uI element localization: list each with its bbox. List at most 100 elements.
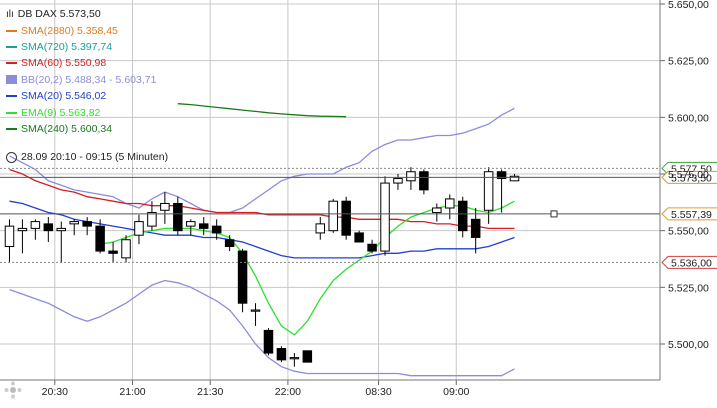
candle-body: [108, 250, 118, 254]
candle: [315, 217, 326, 240]
legend-item: SMA(20) 5.546,02: [6, 88, 156, 104]
candle-body: [445, 198, 455, 209]
legend-swatch: [6, 45, 17, 48]
legend-label: SMA(720) 5.397,74: [21, 40, 113, 53]
legend-swatch: [6, 127, 17, 130]
price-tag-label: 5.573,50: [671, 172, 712, 184]
candle-body: [43, 223, 54, 232]
candle: [17, 219, 28, 254]
legend-swatch: [6, 75, 17, 85]
x-tick-label: 09:00: [443, 386, 469, 398]
series-line: [9, 279, 515, 377]
candle-body: [276, 348, 287, 361]
candle-body: [211, 225, 222, 234]
candlesticks: [4, 167, 520, 367]
price-tag-label: 5.557,39: [671, 209, 712, 221]
legend-item: SMA(2880) 5.358,45: [6, 22, 156, 38]
candle: [95, 219, 105, 254]
candle-body: [198, 223, 209, 229]
legend-swatch: [6, 111, 17, 114]
candle: [82, 217, 92, 236]
candle-body: [509, 175, 520, 182]
candle: [445, 194, 455, 220]
x-axis: 20:30 21:00 21:30 22:00 08:30 09:00: [0, 379, 660, 398]
instrument-name: DB DAX: [17, 8, 57, 21]
price-levels: 5.577,505.573,505.557,395.536,00: [0, 161, 717, 269]
candle: [237, 248, 248, 313]
legend-item: BB(20,2) 5.488,34 - 5.603,71: [6, 72, 156, 88]
legend-label: EMA(9) 5.563,82: [21, 106, 101, 119]
legend-label: SMA(60) 5.550,98: [21, 57, 107, 70]
price-tag-box: [661, 207, 717, 221]
candle-body: [147, 212, 157, 227]
y-tick-label: 5.500,00: [668, 339, 709, 351]
candle: [276, 346, 287, 363]
candle: [211, 219, 222, 240]
candlestick-icon: ılı: [6, 8, 14, 20]
candle-body: [95, 225, 105, 252]
y-tick-label: 5.575,00: [668, 169, 709, 181]
candle-body: [289, 357, 300, 360]
x-tick-label: 22:00: [275, 386, 301, 398]
price-tag: 5.573,50: [661, 170, 717, 184]
y-tick-label: 5.550,00: [668, 226, 709, 238]
candle-body: [17, 227, 28, 232]
legend-item: SMA(240) 5.600,34: [6, 121, 156, 137]
candle-body: [315, 223, 326, 234]
time-range-label: 28.09 20:10 - 09:15 (5 Minuten): [21, 151, 169, 163]
x-tick-label: 08:30: [365, 386, 391, 398]
candle-body: [4, 225, 15, 248]
y-tick-label: 5.625,00: [668, 56, 709, 68]
candle-body: [354, 232, 364, 243]
price-tag: 5.536,00: [661, 255, 717, 269]
candle: [289, 353, 300, 367]
series-line: [9, 107, 515, 214]
last-price: 5.573,50: [59, 8, 101, 21]
candle: [341, 196, 351, 240]
candle: [69, 219, 79, 236]
legend-swatch: [6, 29, 17, 32]
candle: [186, 219, 196, 236]
candle-body: [367, 243, 377, 252]
legend-label: SMA(2880) 5.358,45: [21, 24, 118, 37]
candle: [380, 176, 390, 256]
candle: [496, 169, 507, 213]
candle-body: [483, 171, 494, 211]
candle: [367, 239, 377, 254]
candle-body: [496, 171, 507, 180]
y-tick-label: 5.600,00: [668, 112, 709, 124]
candle-body: [173, 202, 183, 232]
time-range-info: 28.09 20:10 - 09:15 (5 Minuten): [6, 151, 168, 163]
series-line: [177, 103, 347, 118]
candle-body: [470, 218, 481, 238]
price-tag: 5.557,39: [661, 207, 717, 221]
candle-body: [30, 221, 41, 229]
candle: [134, 214, 144, 245]
y-tick-label: 5.525,00: [668, 282, 709, 294]
candle: [470, 208, 481, 254]
legend-label: BB(20,2) 5.488,34 - 5.603,71: [21, 73, 157, 86]
legend-item: SMA(60) 5.550,98: [6, 55, 156, 71]
series-line: [9, 168, 515, 230]
candle: [121, 235, 131, 263]
legend-title: ılı DB DAX 5.573,50: [6, 6, 156, 22]
candle-body: [237, 250, 248, 304]
candle: [30, 219, 41, 240]
legend-item: EMA(9) 5.563,82: [6, 104, 156, 120]
candle-body: [121, 239, 131, 259]
candle: [302, 350, 313, 363]
candle-body: [457, 200, 468, 232]
candle: [173, 196, 183, 236]
candle-body: [432, 207, 442, 214]
move-icon[interactable]: [4, 381, 22, 399]
candle: [432, 203, 442, 222]
legend: ılı DB DAX 5.573,50 SMA(2880) 5.358,45 SM…: [6, 6, 156, 137]
x-tick-label: 21:30: [197, 386, 223, 398]
legend-swatch: [6, 95, 17, 98]
candle: [406, 167, 416, 190]
x-tick-label: 20:30: [42, 386, 68, 398]
y-axis: 5.650,00 5.625,00 5.600,00 5.575,00 5.550,00…: [659, 0, 709, 380]
legend-label: SMA(20) 5.546,02: [21, 90, 107, 103]
candle: [457, 196, 468, 238]
